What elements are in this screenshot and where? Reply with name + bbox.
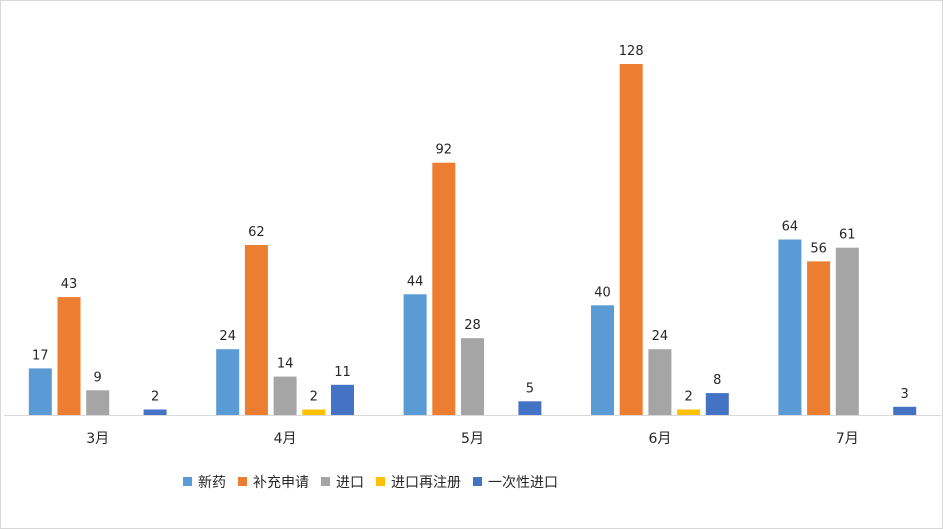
legend-swatch [183, 477, 192, 486]
category-label: 4月 [274, 431, 297, 447]
category-labels-group: 3月 4月 5月 6月 7月 [86, 431, 859, 447]
bar-2-3 [648, 349, 672, 415]
category-label: 6月 [648, 431, 671, 447]
data-label: 128 [619, 44, 644, 59]
legend: 新药 补充申请 进口 进口再注册 一次性进口 [183, 475, 558, 491]
bar-2-1 [273, 376, 297, 415]
data-label: 24 [652, 329, 669, 344]
category-label: 7月 [836, 431, 859, 447]
data-label: 44 [407, 274, 424, 289]
bar-1-4 [807, 261, 831, 415]
bar-4-3 [705, 393, 729, 415]
data-label: 3 [901, 387, 909, 402]
bar-3-1 [302, 409, 326, 415]
data-label: 14 [277, 357, 294, 372]
bar-4-1 [331, 384, 354, 415]
legend-label: 新药 [198, 475, 226, 491]
data-label: 43 [61, 277, 78, 292]
data-label: 2 [151, 390, 159, 405]
legend-swatch [321, 477, 330, 486]
legend-label: 进口 [336, 475, 364, 491]
data-label: 40 [594, 285, 611, 300]
legend-swatch [473, 477, 482, 486]
data-label: 2 [684, 390, 692, 405]
bar-2-4 [835, 247, 859, 415]
bar-4-4 [893, 406, 917, 415]
bar-1-2 [432, 162, 456, 415]
data-label: 24 [219, 329, 236, 344]
data-label: 8 [713, 373, 721, 388]
data-label: 2 [310, 390, 318, 405]
bar-2-0 [86, 390, 110, 415]
data-label: 64 [782, 220, 799, 235]
data-label: 62 [248, 225, 265, 240]
legend-label: 进口再注册 [391, 475, 461, 491]
category-label: 5月 [461, 431, 484, 447]
bar-3-3 [677, 409, 701, 415]
bars-group [28, 64, 917, 415]
data-label: 9 [94, 370, 102, 385]
bar-2-2 [461, 338, 484, 415]
bar-1-0 [57, 297, 81, 415]
bar-4-2 [518, 401, 542, 415]
legend-swatch [238, 477, 247, 486]
category-label: 3月 [86, 431, 109, 447]
data-label: 56 [810, 241, 827, 256]
bar-0-4 [778, 239, 802, 415]
bar-1-3 [619, 64, 643, 415]
bar-4-0 [143, 409, 167, 415]
bar-0-1 [216, 349, 240, 415]
bar-0-2 [403, 294, 427, 415]
legend-swatch [376, 477, 385, 486]
legend-label: 补充申请 [253, 475, 309, 491]
data-label: 61 [839, 228, 856, 243]
bar-0-3 [591, 305, 614, 415]
data-label: 5 [526, 381, 534, 396]
legend-label: 一次性进口 [488, 475, 558, 491]
data-label: 28 [464, 318, 481, 333]
data-label: 11 [334, 365, 351, 380]
data-label: 92 [436, 143, 453, 158]
bar-0-0 [28, 368, 52, 415]
data-label: 17 [32, 348, 49, 363]
bar-1-1 [244, 245, 268, 415]
